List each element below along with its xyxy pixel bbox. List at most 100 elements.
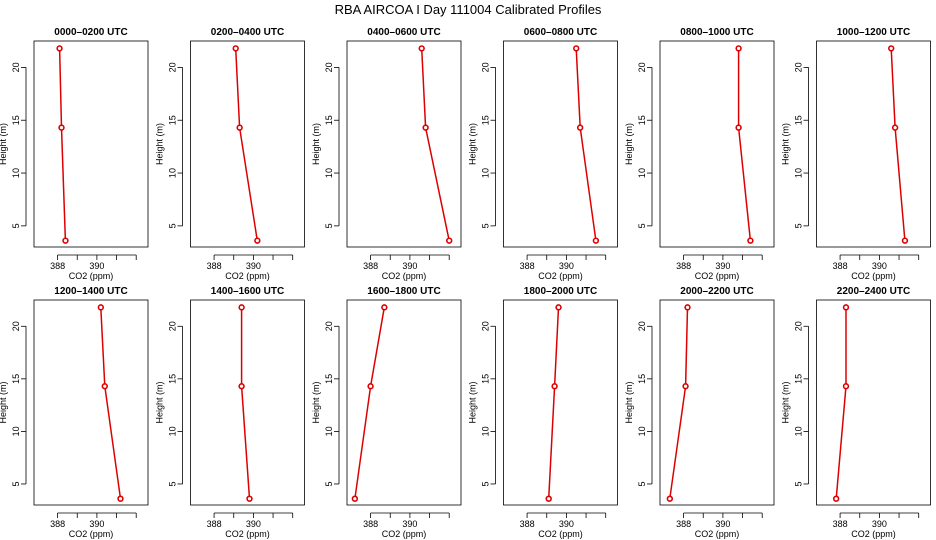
y-tick-label: 5 xyxy=(11,481,21,486)
data-point xyxy=(232,45,239,52)
y-axis-label: Height (m) xyxy=(468,123,478,165)
x-tick-label: 388 xyxy=(520,519,535,529)
data-point xyxy=(551,383,558,390)
y-axis-label: Height (m) xyxy=(311,381,321,423)
x-axis-label: CO2 (ppm) xyxy=(69,271,114,281)
x-tick-label: 388 xyxy=(833,261,848,271)
data-point xyxy=(97,304,105,311)
profile-line xyxy=(835,307,847,499)
y-axis-label: Height (m) xyxy=(624,123,634,165)
x-axis-label: CO2 (ppm) xyxy=(538,271,583,281)
data-point xyxy=(236,124,243,131)
y-axis-label: Height (m) xyxy=(468,381,478,423)
y-tick-label: 5 xyxy=(168,223,178,228)
y-tick-label: 10 xyxy=(168,426,178,436)
plot-frame xyxy=(503,40,618,248)
profile-line xyxy=(575,48,597,241)
x-tick-label: 388 xyxy=(50,261,65,271)
panel-title: 1000–1200 UTC xyxy=(837,27,910,38)
profile-line xyxy=(58,48,67,241)
data-point xyxy=(351,495,359,502)
data-point xyxy=(381,304,388,311)
x-tick-label: 390 xyxy=(402,261,417,271)
y-tick-label: 5 xyxy=(168,481,178,486)
x-axis-label: CO2 (ppm) xyxy=(382,529,427,539)
x-axis-label: CO2 (ppm) xyxy=(851,271,896,281)
panel-title: 0200–0400 UTC xyxy=(211,27,284,38)
data-point xyxy=(238,304,245,311)
x-tick-label: 390 xyxy=(246,519,261,529)
y-tick-label: 15 xyxy=(168,115,178,125)
panel-title: 2200–2400 UTC xyxy=(837,286,910,297)
x-tick-label: 388 xyxy=(363,519,378,529)
x-axis-label: CO2 (ppm) xyxy=(225,529,270,539)
y-tick-label: 10 xyxy=(481,168,491,178)
x-tick-label: 390 xyxy=(246,261,261,271)
y-tick-label: 15 xyxy=(794,374,804,384)
data-point xyxy=(246,495,253,502)
x-tick-label: 388 xyxy=(363,261,378,271)
y-tick-label: 15 xyxy=(637,115,647,125)
profile-line xyxy=(234,48,259,241)
data-point xyxy=(842,304,850,311)
panel-title: 1600–1800 UTC xyxy=(367,286,440,297)
y-tick-label: 5 xyxy=(481,481,491,486)
x-axis-label: CO2 (ppm) xyxy=(695,529,740,539)
data-point xyxy=(887,45,895,52)
data-point xyxy=(735,45,742,52)
y-tick-label: 20 xyxy=(481,62,491,72)
x-axis-label: CO2 (ppm) xyxy=(695,271,740,281)
y-tick-label: 20 xyxy=(324,321,334,331)
x-tick-label: 388 xyxy=(520,261,535,271)
profile-line xyxy=(547,307,560,499)
y-tick-label: 20 xyxy=(794,321,804,331)
data-point xyxy=(842,383,850,390)
plot-frame xyxy=(503,299,618,506)
y-tick-label: 15 xyxy=(11,115,21,125)
data-point xyxy=(901,237,909,244)
data-point xyxy=(735,124,742,131)
profile-line xyxy=(100,307,122,499)
x-axis-label: CO2 (ppm) xyxy=(538,529,583,539)
panel-title: 0000–0200 UTC xyxy=(54,27,127,38)
profile-line xyxy=(240,307,251,499)
data-point xyxy=(682,383,689,390)
y-tick-label: 10 xyxy=(168,168,178,178)
x-tick-label: 388 xyxy=(676,519,691,529)
y-tick-label: 10 xyxy=(637,168,647,178)
data-point xyxy=(832,495,840,502)
x-tick-label: 390 xyxy=(715,261,730,271)
y-tick-label: 10 xyxy=(481,426,491,436)
data-point xyxy=(238,383,245,390)
plot-frame xyxy=(190,40,305,248)
plot-frame xyxy=(190,299,305,506)
data-point xyxy=(56,45,63,52)
plot-frame xyxy=(346,299,462,506)
y-tick-label: 20 xyxy=(324,62,334,72)
y-tick-label: 20 xyxy=(11,321,21,331)
y-tick-label: 10 xyxy=(794,426,804,436)
y-axis-label: Height (m) xyxy=(781,123,791,165)
x-tick-label: 388 xyxy=(676,261,691,271)
data-point xyxy=(545,495,552,502)
plot-frame xyxy=(659,40,775,248)
x-tick-label: 388 xyxy=(207,261,222,271)
data-point xyxy=(666,495,674,502)
y-tick-label: 15 xyxy=(324,374,334,384)
data-point xyxy=(684,304,691,311)
x-tick-label: 390 xyxy=(715,519,730,529)
y-axis-label: Height (m) xyxy=(311,123,321,165)
y-axis-label: Height (m) xyxy=(624,381,634,423)
y-tick-label: 5 xyxy=(794,223,804,228)
data-point xyxy=(555,304,562,311)
x-tick-label: 390 xyxy=(402,519,417,529)
y-tick-label: 10 xyxy=(324,168,334,178)
